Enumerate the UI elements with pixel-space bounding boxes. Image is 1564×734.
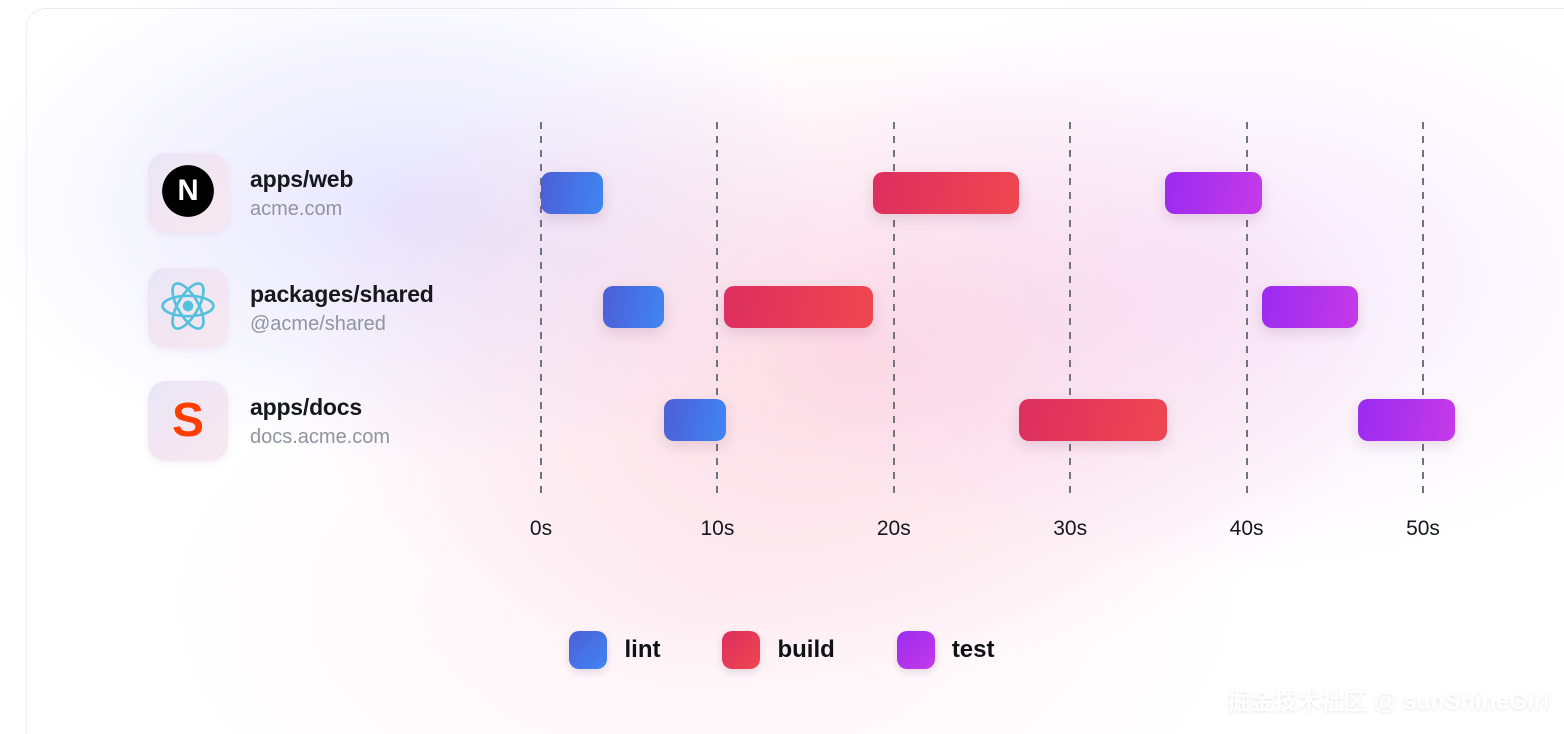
- project-row-apps-docs: S apps/docs docs.acme.com: [148, 381, 390, 461]
- task-bar-lint-packages-shared: [602, 286, 665, 328]
- card-frame: [26, 8, 1564, 734]
- axis-tick-label: 50s: [1406, 517, 1440, 540]
- svelte-logo-icon: S: [171, 394, 204, 447]
- gridline-40s: [1245, 122, 1248, 497]
- task-bar-build-packages-shared: [724, 286, 873, 328]
- task-bar-build-apps-docs: [1019, 399, 1168, 441]
- project-text: apps/web acme.com: [250, 166, 353, 221]
- legend: lint build test: [0, 630, 1564, 670]
- axis-tick-label: 0s: [529, 517, 553, 540]
- project-subtitle: @acme/shared: [250, 312, 386, 335]
- gridline-10s: [716, 122, 719, 497]
- task-bar-build-apps-web: [872, 172, 1020, 214]
- lint-swatch: [569, 631, 608, 669]
- project-tile: N: [148, 153, 228, 233]
- build-swatch: [722, 631, 761, 669]
- axis-tick-label: 30s: [1053, 517, 1088, 540]
- gridline-20s: [892, 122, 895, 497]
- project-tile: S: [148, 381, 228, 461]
- project-text: packages/shared @acme/shared: [250, 281, 434, 336]
- nextjs-logo-icon: N: [161, 164, 215, 223]
- task-bar-lint-apps-docs: [664, 399, 727, 441]
- axis-tick-label: 40s: [1229, 517, 1264, 540]
- legend-item-build: build: [722, 631, 835, 669]
- project-tile: [148, 268, 228, 348]
- project-text: apps/docs docs.acme.com: [250, 394, 390, 449]
- project-title: apps/web: [250, 165, 354, 192]
- project-title: apps/docs: [250, 393, 362, 420]
- legend-label: lint: [624, 636, 661, 663]
- react-logo-icon: [159, 277, 217, 340]
- legend-label: build: [777, 636, 835, 663]
- legend-label: test: [951, 636, 995, 663]
- gridline-50s: [1422, 122, 1424, 497]
- gridline-0s: [540, 122, 542, 497]
- gridline-30s: [1069, 122, 1072, 497]
- project-row-packages-shared: packages/shared @acme/shared: [148, 268, 434, 348]
- task-bar-test-apps-docs: [1357, 399, 1455, 441]
- test-swatch: [896, 631, 935, 669]
- axis-tick-label: 10s: [700, 517, 735, 540]
- task-bar-test-apps-web: [1165, 172, 1263, 214]
- task-bar-test-packages-shared: [1262, 286, 1358, 328]
- project-subtitle: docs.acme.com: [250, 425, 391, 448]
- project-row-apps-web: N apps/web acme.com: [148, 153, 353, 233]
- legend-item-test: test: [896, 631, 995, 669]
- project-subtitle: acme.com: [250, 197, 343, 220]
- task-bar-lint-apps-web: [541, 172, 603, 214]
- axis-tick-label: 20s: [876, 517, 911, 540]
- legend-item-lint: lint: [569, 631, 660, 669]
- project-title: packages/shared: [250, 280, 434, 307]
- svg-text:N: N: [177, 175, 198, 207]
- watermark: 掘金技术社区 @ sunShineGirl: [1227, 688, 1550, 714]
